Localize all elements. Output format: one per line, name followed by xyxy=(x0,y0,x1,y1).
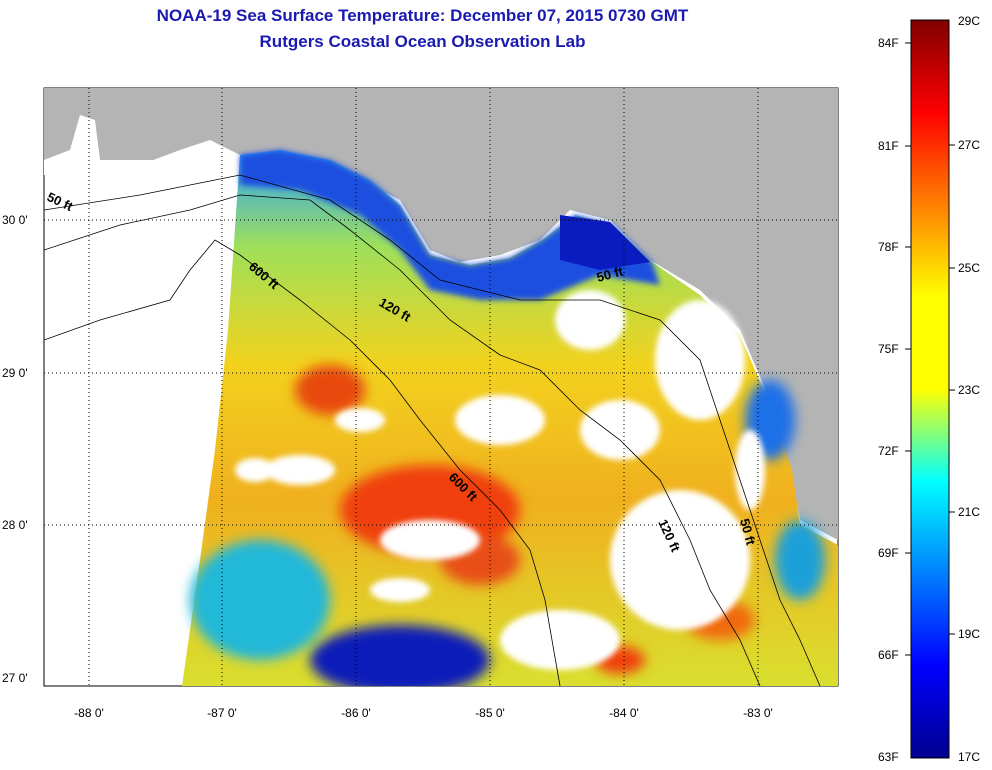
colorbar-f-label: 63F xyxy=(878,750,899,764)
colorbar-c-label: 21C xyxy=(958,505,981,519)
colorbar-c-label: 19C xyxy=(958,627,981,641)
lat-label: 28 0' xyxy=(2,518,28,532)
contour-label: 50 ft xyxy=(595,263,625,285)
colorbar-f-label: 78F xyxy=(878,240,899,254)
map-subtitle: Rutgers Coastal Ocean Observation Lab xyxy=(259,32,586,51)
colorbar-c-label: 29C xyxy=(958,14,981,28)
lon-label: -85 0' xyxy=(475,706,505,720)
contour-label: 50 ft xyxy=(737,517,759,547)
contour-600ft xyxy=(44,239,561,686)
contour-120ft xyxy=(44,194,761,686)
colorbar-c-label: 17C xyxy=(958,750,981,764)
colorbar-c-label: 23C xyxy=(958,383,981,397)
colorbar-f-label: 84F xyxy=(878,36,899,50)
colorbar-c-label: 25C xyxy=(958,261,981,275)
lat-label: 29 0' xyxy=(2,366,28,380)
colorbar-c-label: 27C xyxy=(958,138,981,152)
colorbar-f-label: 81F xyxy=(878,139,899,153)
contour-50ft xyxy=(44,174,821,686)
lat-label: 30 0' xyxy=(2,213,28,227)
colorbar xyxy=(910,19,950,759)
colorbar-f-label: 75F xyxy=(878,342,899,356)
lon-label: -84 0' xyxy=(609,706,639,720)
lon-label: -83 0' xyxy=(743,706,773,720)
lon-label: -86 0' xyxy=(341,706,371,720)
lon-label: -88 0' xyxy=(74,706,104,720)
colorbar-f-label: 72F xyxy=(878,444,899,458)
bay-area xyxy=(44,115,240,185)
land-area xyxy=(44,88,838,540)
colorbar-f-label: 69F xyxy=(878,546,899,560)
lat-label: 27 0' xyxy=(2,671,28,685)
coastal-cold-band xyxy=(240,150,660,300)
colorbar-f-label: 66F xyxy=(878,648,899,662)
lon-label: -87 0' xyxy=(207,706,237,720)
map-title: NOAA-19 Sea Surface Temperature: Decembe… xyxy=(156,6,689,25)
